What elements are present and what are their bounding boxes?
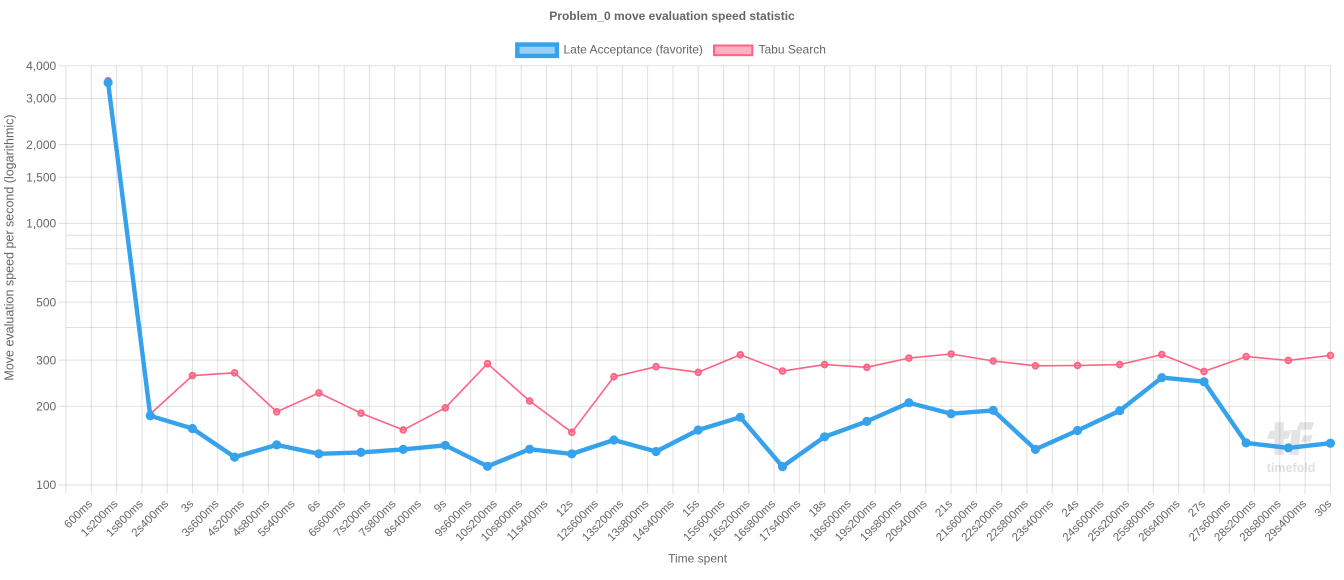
- svg-text:1,500: 1,500: [26, 171, 56, 185]
- svg-text:4,000: 4,000: [26, 59, 56, 73]
- svg-text:200: 200: [36, 399, 56, 413]
- svg-text:Problem_0 move evaluation spee: Problem_0 move evaluation speed statisti…: [549, 9, 795, 23]
- svg-text:500: 500: [36, 295, 56, 309]
- svg-text:300: 300: [36, 353, 56, 367]
- svg-text:1,000: 1,000: [26, 217, 56, 231]
- svg-text:3,000: 3,000: [26, 92, 56, 106]
- svg-text:Tabu Search: Tabu Search: [759, 43, 826, 57]
- svg-text:timefold: timefold: [1267, 461, 1316, 475]
- svg-text:100: 100: [36, 478, 56, 492]
- svg-text:Late Acceptance (favorite): Late Acceptance (favorite): [564, 43, 703, 57]
- svg-text:Move evaluation speed per seco: Move evaluation speed per second (logari…: [3, 114, 17, 380]
- svg-text:2,000: 2,000: [26, 138, 56, 152]
- svg-text:Time spent: Time spent: [668, 552, 728, 566]
